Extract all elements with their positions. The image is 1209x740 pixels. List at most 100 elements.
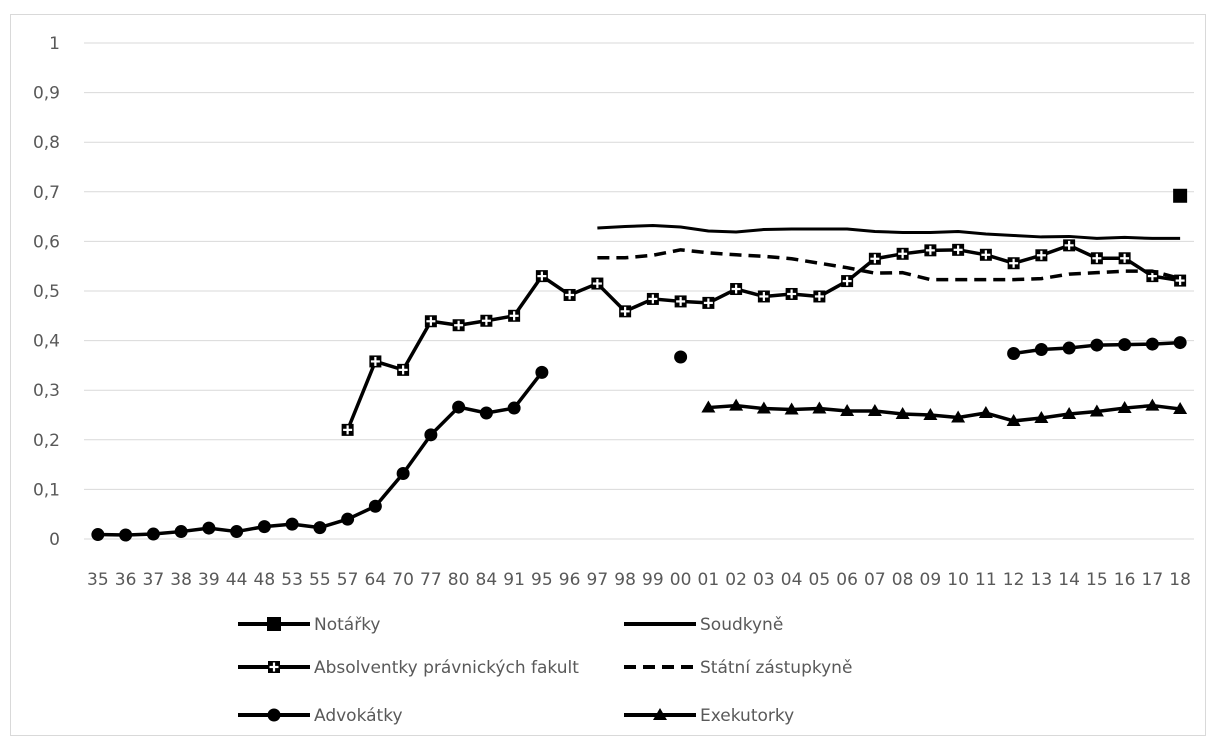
- series-4-line: [597, 248, 1181, 282]
- legend-label: Exekutorky: [700, 706, 794, 726]
- x-tick-label: 77: [420, 570, 442, 590]
- y-tick-label: 0,5: [33, 282, 60, 302]
- series-5-point: [396, 467, 410, 481]
- series-6-point: [1145, 398, 1160, 411]
- x-tick-label: 91: [503, 570, 525, 590]
- x-tick-label: 96: [559, 570, 581, 590]
- series-6-point: [784, 402, 799, 415]
- x-tick-label: 53: [281, 570, 303, 590]
- x-tick-label: 70: [392, 570, 414, 590]
- series-6-point: [951, 410, 966, 423]
- y-tick-label: 0,9: [33, 84, 60, 104]
- series-5-point: [1173, 336, 1187, 350]
- series-5-point: [230, 525, 244, 539]
- series-6-point: [756, 401, 771, 414]
- series-5-point: [452, 400, 466, 414]
- x-tick-label: 16: [1114, 570, 1136, 590]
- x-tick-label: 04: [781, 570, 803, 590]
- x-tick-label: 08: [892, 570, 914, 590]
- x-tick-label: 57: [337, 570, 359, 590]
- x-tick-label: 15: [1086, 570, 1108, 590]
- series-5-point: [535, 365, 549, 379]
- series-5-point: [1062, 341, 1076, 355]
- x-tick-label: 02: [725, 570, 747, 590]
- series-5-point: [174, 525, 188, 539]
- y-tick-label: 1: [49, 34, 60, 54]
- series-5-point: [1118, 338, 1132, 352]
- series-6-point: [1117, 401, 1132, 414]
- x-tick-label: 13: [1031, 570, 1053, 590]
- x-tick-label: 64: [365, 570, 387, 590]
- series-5-point: [91, 528, 105, 542]
- x-tick-label: 07: [864, 570, 886, 590]
- series-5-point: [424, 428, 438, 442]
- series-6-point: [1006, 413, 1021, 426]
- series-5-line: [97, 371, 544, 537]
- x-tick-label: 44: [226, 570, 248, 590]
- x-tick-label: 80: [448, 570, 470, 590]
- series-6-point: [1034, 410, 1049, 423]
- series-5-point: [119, 528, 133, 542]
- x-tick-label: 36: [115, 570, 137, 590]
- series-1-point: [1173, 188, 1188, 203]
- x-tick-label: 95: [531, 570, 553, 590]
- legend-label: Notářky: [314, 615, 381, 635]
- series-5-point: [479, 406, 493, 420]
- series-6-point: [729, 398, 744, 411]
- x-tick-label: 99: [642, 570, 664, 590]
- series-5-point: [1034, 343, 1048, 357]
- series-6-point: [812, 401, 827, 414]
- x-tick-label: 98: [614, 570, 636, 590]
- x-tick-label: 10: [947, 570, 969, 590]
- y-tick-label: 0,3: [33, 381, 60, 401]
- legend-marker: [267, 617, 281, 631]
- x-tick-label: 14: [1058, 570, 1080, 590]
- series-6-point: [1173, 402, 1188, 415]
- y-tick-label: 0,8: [33, 133, 60, 153]
- x-tick-label: 48: [254, 570, 276, 590]
- legend-label: Státní zástupkyně: [700, 658, 852, 678]
- series-6-point: [895, 407, 910, 420]
- x-tick-label: 17: [1142, 570, 1164, 590]
- x-tick-label: 55: [309, 570, 331, 590]
- legend-label: Absolventky právnických fakult: [314, 658, 579, 678]
- y-tick-label: 0,7: [33, 183, 60, 203]
- x-tick-label: 37: [143, 570, 165, 590]
- x-tick-label: 05: [809, 570, 831, 590]
- series-6-point: [978, 406, 993, 419]
- series-6-point: [923, 408, 938, 420]
- y-tick-label: 0: [49, 530, 60, 550]
- legend-marker: [653, 708, 667, 720]
- x-tick-label: 03: [753, 570, 775, 590]
- series-5-point: [507, 401, 521, 415]
- x-tick-label: 18: [1169, 570, 1191, 590]
- y-tick-label: 0,1: [33, 480, 60, 500]
- x-tick-label: 12: [1003, 570, 1025, 590]
- x-tick-label: 35: [87, 570, 109, 590]
- x-tick-label: 84: [476, 570, 498, 590]
- series-5-point: [1007, 346, 1021, 360]
- y-tick-label: 0,4: [33, 332, 60, 352]
- legend-label: Soudkyně: [700, 615, 783, 635]
- series-5-point: [202, 521, 216, 535]
- y-tick-label: 0,6: [33, 232, 60, 252]
- series-5-point: [368, 499, 382, 513]
- x-tick-label: 06: [836, 570, 858, 590]
- legend-marker: [267, 708, 281, 722]
- series-5-point: [285, 517, 299, 531]
- series-5-point: [146, 527, 160, 541]
- legend-label: Advokátky: [314, 706, 403, 726]
- series-5-point: [1090, 338, 1104, 352]
- series-6-point: [701, 400, 716, 413]
- x-tick-label: 01: [698, 570, 720, 590]
- x-tick-label: 09: [920, 570, 942, 590]
- chart-area: [10, 14, 1206, 736]
- series-6-point: [1089, 404, 1104, 417]
- series-6-point: [1062, 407, 1077, 420]
- series-6-point: [867, 404, 882, 417]
- x-tick-label: 38: [170, 570, 192, 590]
- series-6-point: [840, 404, 855, 417]
- x-tick-label: 39: [198, 570, 220, 590]
- x-tick-label: 00: [670, 570, 692, 590]
